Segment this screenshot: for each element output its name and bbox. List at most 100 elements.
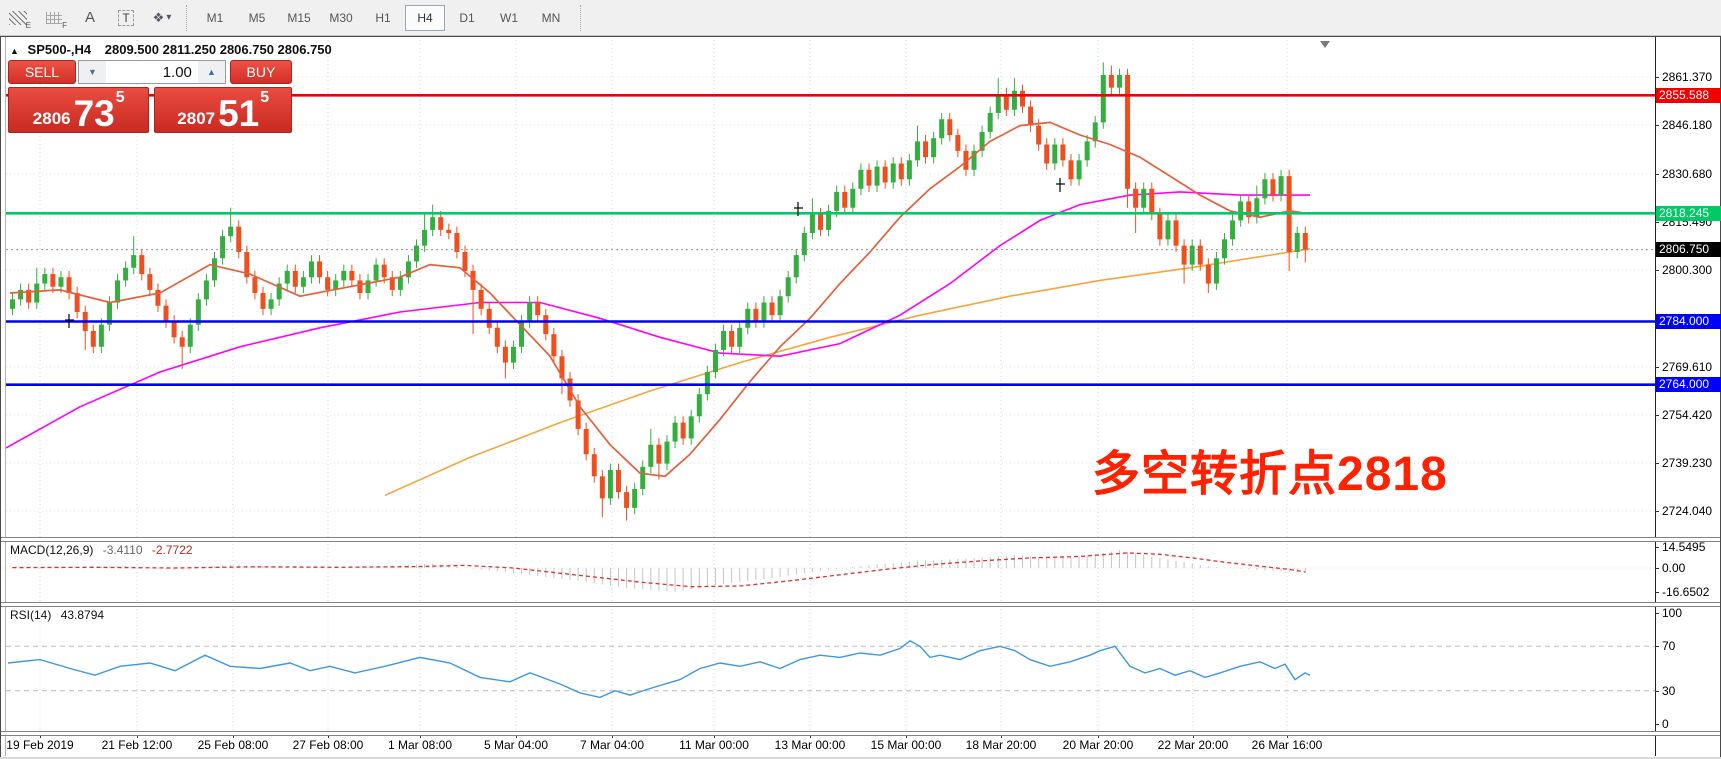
buy-price-box[interactable]: 2807 51 5 [154,87,292,133]
time-label-7-Mar-04-00: 7 Mar 04:00 [579,738,645,752]
price-tick-mark [1655,269,1659,271]
sell-price-box[interactable]: 2806 73 5 [8,87,150,133]
arrow-objects-icon[interactable]: ❖ ▾ [147,5,177,31]
time-tick-mark [906,734,907,738]
time-label-22-Mar-20-00: 22 Mar 20:00 [1157,738,1229,752]
fibo-grid-icon[interactable]: F [39,5,69,31]
volume-input[interactable] [105,61,198,83]
rsi-tick-70: 70 [1662,639,1676,654]
macd-tick-mark [1655,591,1659,593]
rsi-pane-splitter[interactable] [1,602,1720,607]
toolbar-separator [186,4,188,31]
time-tick-mark [137,734,138,738]
price-tick-mark [1655,462,1659,464]
macd-tick-mark [1655,547,1659,549]
price-tick-mark [1655,414,1659,416]
time-tick-mark [40,734,41,738]
time-tick-mark [714,734,715,738]
price-tick-2846.180: 2846.180 [1662,118,1713,132]
timeframe-button-D1[interactable]: D1 [459,10,475,25]
buy-price-sup: 5 [260,89,270,106]
sell-price-whole: 2806 [32,109,71,128]
time-tick-mark [516,734,517,738]
macd-main-value: -3.4110 [102,543,143,557]
price-label-2818.245: 2818.245 [1656,205,1721,221]
rsi-tick-mark [1655,613,1659,614]
sell-price-sup: 5 [115,89,125,106]
rsi-tick-30: 30 [1662,683,1676,698]
timeframe-button-W1[interactable]: W1 [500,10,518,25]
price-tick-mark [1655,173,1659,175]
macd-tick--16.6502: -16.6502 [1662,584,1710,599]
price-tick-2754.420: 2754.420 [1662,407,1713,422]
timeframe-bar: M1 M5 M15 M30 H1 H4 D1 W1 MN [194,4,572,31]
volume-down-button[interactable]: ▼ [78,61,106,83]
time-tick-mark [1287,734,1288,738]
one-click-trade-panel: SELL ▼ ▲ BUY 2806 73 5 2807 51 5 [8,60,292,133]
time-tick-mark [1098,734,1099,738]
rsi-tick-100: 100 [1662,606,1683,620]
price-tick-2830.680: 2830.680 [1662,166,1713,181]
price-tick-2724.040: 2724.040 [1662,503,1713,518]
price-label-2806.750: 2806.750 [1656,242,1721,258]
rsi-label: RSI(14) 43.8794 [10,608,104,622]
time-tick-mark [233,734,234,738]
chevron-down-icon: ▾ [166,12,172,23]
timeframe-button-M15[interactable]: M15 [287,10,311,25]
rsi-tick-0: 0 [1662,717,1669,731]
price-tick-mark [1655,77,1659,78]
timeframe-button-MN[interactable]: MN [541,10,561,25]
time-label-25-Feb-08-00: 25 Feb 08:00 [197,738,269,752]
time-label-26-Mar-16-00: 26 Mar 16:00 [1251,738,1323,752]
macd-signal-value: -2.7722 [151,543,193,557]
timeframe-button-M1[interactable]: M1 [206,10,224,25]
text-box-icon[interactable]: T [111,5,141,31]
hatch-sub-label: E [25,20,31,30]
time-axis-splitter [1,731,1720,736]
chart-left-edge [5,37,6,756]
rsi-pane[interactable] [6,605,1655,731]
price-label-2764.000: 2764.000 [1656,377,1721,393]
time-label-27-Feb-08-00: 27 Feb 08:00 [292,738,364,752]
volume-stepper: ▼ ▲ [77,60,226,84]
price-tick-mark [1655,125,1659,126]
text-t-glyph: T [118,9,134,26]
time-label-11-Mar-00-00: 11 Mar 00:00 [679,738,749,752]
window-bottom-strip [0,757,1721,759]
price-label-2855.588: 2855.588 [1656,87,1721,103]
buy-button[interactable]: BUY [229,60,292,84]
macd-tick-mark [1655,568,1659,569]
text-label-icon[interactable]: A [75,5,105,31]
rsi-tick-mark [1655,690,1659,692]
macd-tick-14.5495: 14.5495 [1662,540,1706,555]
sell-button[interactable]: SELL [8,60,76,84]
buy-price-main: 51 [218,92,260,134]
price-tick-2769.610: 2769.610 [1662,359,1713,374]
time-label-5-Mar-04-00: 5 Mar 04:00 [483,738,549,752]
macd-pane-splitter[interactable] [1,537,1720,542]
price-axis-separator [1655,37,1656,756]
hatch-expert-icon[interactable]: E [3,5,33,31]
collapse-triangle-icon[interactable]: ▲ [10,46,19,56]
toolbar-separator-2 [580,4,582,31]
macd-label: MACD(12,26,9) -3.4110 -2.7722 [10,543,193,557]
time-label-18-Mar-20-00: 18 Mar 20:00 [965,738,1037,752]
time-tick-mark [420,734,421,738]
price-tick-mark [1655,366,1659,368]
timeframe-button-H4[interactable]: H4 [405,4,445,31]
price-label-2784.000: 2784.000 [1656,313,1721,329]
main-price-pane[interactable] [6,40,1655,537]
symbol-period-label: SP500-,H4 [27,42,92,57]
macd-pane[interactable] [6,540,1655,602]
timeframe-button-M5[interactable]: M5 [248,10,266,25]
timeframe-button-M30[interactable]: M30 [329,10,353,25]
volume-up-button[interactable]: ▲ [197,61,225,83]
buy-price-whole: 2807 [177,109,216,128]
chart-window [0,36,1721,758]
timeframe-button-H1[interactable]: H1 [375,10,391,25]
time-label-15-Mar-00-00: 15 Mar 00:00 [870,738,942,752]
time-label-21-Feb-12-00: 21 Feb 12:00 [101,738,173,752]
time-tick-mark [810,734,811,738]
time-label-1-Mar-08-00: 1 Mar 08:00 [387,738,453,752]
rsi-tick-mark [1655,724,1659,725]
